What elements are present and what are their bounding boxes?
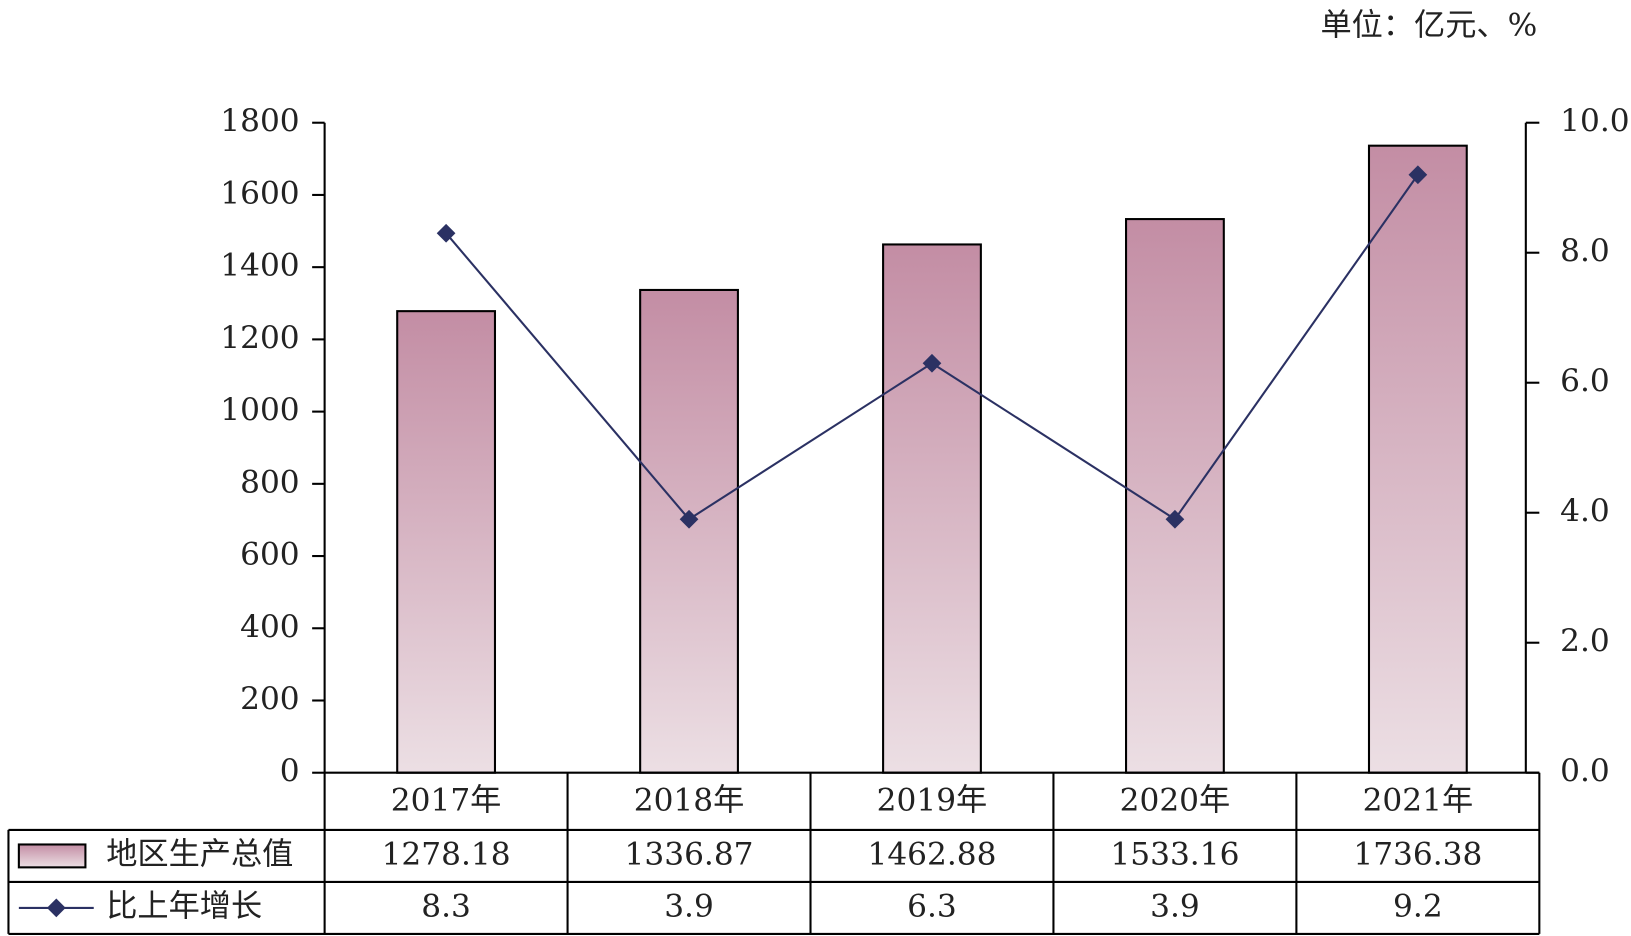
unit-label: 单位：亿元、% bbox=[1320, 8, 1537, 44]
y2-tick-label: 0.0 bbox=[1560, 753, 1610, 789]
bar bbox=[639, 288, 739, 774]
y-tick-label: 1400 bbox=[220, 248, 299, 284]
y-tick-label: 1600 bbox=[220, 175, 299, 211]
y2-tick-label: 8.0 bbox=[1560, 233, 1610, 269]
table-value: 1278.18 bbox=[382, 836, 511, 872]
table-value: 8.3 bbox=[421, 888, 471, 924]
table-value: 6.3 bbox=[907, 888, 957, 924]
x-tick-label: 2021年 bbox=[1363, 782, 1474, 818]
legend-swatch bbox=[17, 843, 87, 869]
y-tick-label: 1800 bbox=[220, 103, 299, 139]
table-value: 9.2 bbox=[1393, 888, 1443, 924]
legend-marker bbox=[46, 898, 66, 918]
bar bbox=[1125, 218, 1225, 774]
bar bbox=[396, 310, 497, 774]
y2-tick-label: 10.0 bbox=[1560, 103, 1629, 139]
table-value: 1736.38 bbox=[1353, 836, 1482, 872]
legend-label: 地区生产总值 bbox=[106, 836, 293, 872]
legend-label: 比上年增长 bbox=[106, 888, 262, 924]
y-tick-label: 200 bbox=[240, 681, 300, 717]
y-tick-label: 0 bbox=[280, 753, 300, 789]
y-tick-label: 1200 bbox=[220, 320, 299, 356]
x-tick-label: 2018年 bbox=[634, 782, 745, 818]
bar bbox=[882, 243, 982, 774]
table-value: 3.9 bbox=[664, 888, 714, 924]
line-marker bbox=[436, 223, 456, 243]
y-tick-label: 1000 bbox=[220, 392, 299, 428]
y-tick-label: 600 bbox=[240, 537, 300, 573]
y-tick-label: 800 bbox=[240, 464, 300, 500]
x-tick-label: 2019年 bbox=[877, 782, 988, 818]
table-value: 1336.87 bbox=[625, 836, 754, 872]
bar bbox=[1367, 144, 1468, 774]
table-value: 3.9 bbox=[1150, 888, 1200, 924]
line-marker bbox=[1408, 165, 1428, 185]
y2-tick-label: 6.0 bbox=[1560, 363, 1610, 399]
y2-tick-label: 2.0 bbox=[1560, 623, 1610, 659]
y2-tick-label: 4.0 bbox=[1560, 493, 1610, 529]
x-tick-label: 2020年 bbox=[1120, 782, 1231, 818]
y-tick-label: 400 bbox=[240, 609, 300, 645]
table-value: 1533.16 bbox=[1110, 836, 1239, 872]
table-value: 1462.88 bbox=[867, 836, 996, 872]
x-tick-label: 2017年 bbox=[391, 782, 502, 818]
